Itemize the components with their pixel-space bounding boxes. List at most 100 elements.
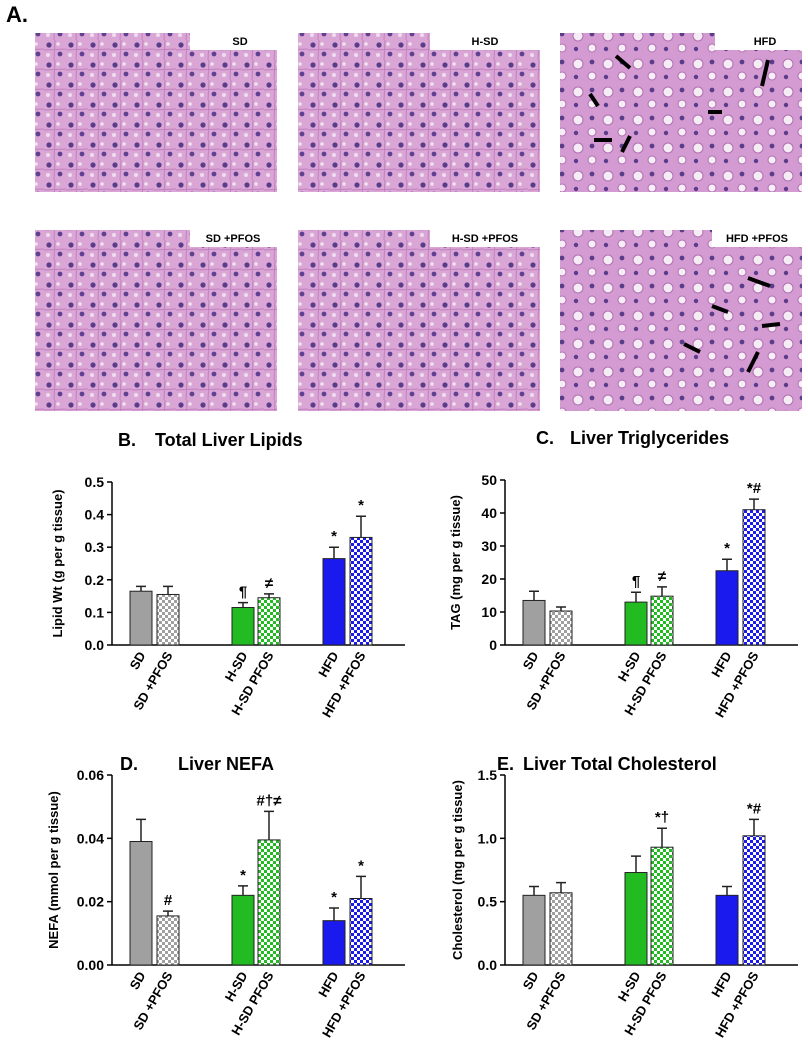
error-bar — [356, 875, 366, 899]
bar — [624, 872, 648, 966]
bar — [231, 894, 255, 966]
error-bar — [657, 827, 667, 848]
y-tick-label: 0.0 — [85, 637, 105, 653]
bar — [156, 915, 180, 966]
significance-label: * — [331, 889, 337, 906]
micrograph — [560, 33, 802, 192]
histology-grid: SD H-SD HFD SD +PFOS H-SD +PFOS HFD +PFO… — [35, 33, 802, 411]
y-tick-label: 0.4 — [85, 507, 105, 523]
error-bar — [657, 586, 667, 597]
x-tick-label: HFD — [708, 649, 734, 680]
panel-caption: H-SD +PFOS — [452, 233, 518, 245]
bar — [349, 898, 373, 966]
bar — [650, 846, 674, 966]
y-axis-label: TAG (mg per g tissue) — [448, 495, 463, 630]
bar — [349, 536, 373, 646]
error-bar — [722, 885, 732, 896]
panel-caption: SD +PFOS — [206, 233, 261, 245]
bar — [742, 509, 766, 646]
error-bar — [556, 881, 566, 893]
error-bar — [329, 907, 339, 921]
bar — [231, 607, 255, 646]
bar — [549, 892, 573, 966]
x-tick-label: SD — [127, 969, 149, 992]
significance-label: # — [164, 892, 173, 909]
error-bar — [631, 855, 641, 873]
panel-caption: H-SD — [472, 36, 499, 48]
significance-label: * — [358, 857, 364, 874]
x-tick-label: HFD — [708, 969, 734, 1000]
error-bar — [136, 585, 146, 592]
error-bar — [163, 585, 173, 595]
y-tick-label: 0.2 — [85, 572, 105, 588]
y-tick-label: 1.5 — [478, 767, 498, 783]
label-box — [715, 33, 802, 50]
error-bar — [238, 601, 248, 608]
bar — [129, 841, 153, 966]
y-tick-label: 0.0 — [478, 957, 498, 973]
significance-label: * — [358, 497, 364, 514]
significance-label: ≠ — [658, 568, 667, 585]
error-bar — [163, 910, 173, 916]
error-bar — [329, 546, 339, 559]
x-tick-label: SD — [127, 649, 149, 672]
chart-title: Liver Total Cholesterol — [523, 754, 717, 774]
bar — [322, 558, 346, 646]
micrograph — [35, 33, 277, 192]
y-tick-label: 0.04 — [77, 830, 104, 846]
y-tick-label: 0.1 — [85, 604, 105, 620]
error-bar — [136, 818, 146, 842]
y-tick-label: 0 — [489, 637, 497, 653]
x-tick-label: HFD — [315, 649, 341, 680]
bar — [715, 570, 739, 646]
significance-label: ≠ — [265, 575, 274, 592]
bar — [715, 894, 739, 966]
bar — [624, 601, 648, 646]
micrograph — [298, 33, 540, 192]
y-tick-label: 0.00 — [77, 957, 104, 973]
y-tick-label: 0.3 — [85, 539, 105, 555]
error-bar — [722, 558, 732, 571]
x-tick-label: SD — [520, 969, 542, 992]
bar — [322, 920, 346, 966]
micrograph — [35, 230, 277, 411]
label-box — [712, 230, 802, 247]
chart-label: D. — [120, 754, 138, 774]
error-bar — [529, 590, 539, 601]
bar — [522, 894, 546, 966]
error-bar — [238, 885, 248, 896]
error-bar — [529, 885, 539, 896]
chart-label: E. — [497, 754, 514, 774]
y-tick-label: 50 — [481, 472, 497, 488]
significance-label: * — [240, 867, 246, 884]
micrograph — [298, 230, 540, 411]
y-axis-label: Cholesterol (mg per g tissue) — [450, 780, 465, 960]
arrows — [588, 54, 781, 373]
x-tick-label: SD — [520, 649, 542, 672]
bar — [742, 835, 766, 966]
y-tick-label: 40 — [481, 505, 497, 521]
bar — [257, 597, 281, 646]
label-box — [430, 230, 540, 247]
y-tick-label: 1.0 — [478, 830, 498, 846]
error-bar — [264, 810, 274, 840]
bar — [522, 599, 546, 646]
significance-label: ¶ — [239, 584, 247, 601]
significance-label: ¶ — [632, 573, 640, 590]
error-bar — [749, 498, 759, 510]
chart-label: C. — [536, 428, 554, 448]
error-bar — [264, 593, 274, 598]
y-tick-label: 0.5 — [478, 894, 498, 910]
chart-title: Liver NEFA — [178, 754, 274, 774]
y-tick-label: 10 — [481, 604, 497, 620]
significance-label: * — [724, 540, 730, 557]
panel-label: A. — [6, 2, 28, 27]
y-tick-label: 0.06 — [77, 767, 104, 783]
chart-title: Liver Triglycerides — [570, 428, 729, 448]
significance-label: *† — [655, 809, 669, 826]
bar — [129, 590, 153, 646]
error-bar — [556, 606, 566, 612]
panel-caption: HFD +PFOS — [726, 233, 788, 245]
bar — [257, 839, 281, 966]
